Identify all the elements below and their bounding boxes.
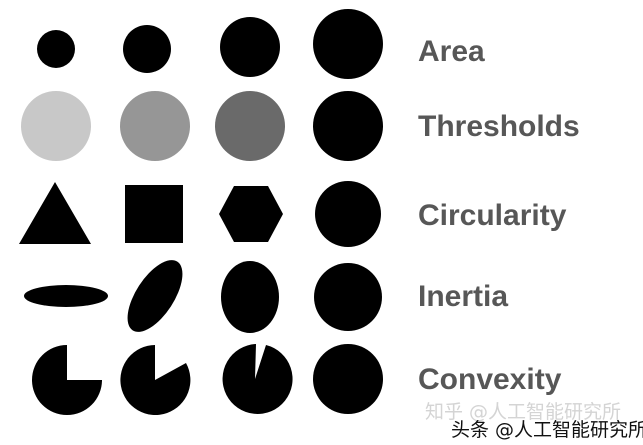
row-circularity <box>19 181 381 247</box>
label-area: Area <box>418 35 485 68</box>
row-thresholds <box>21 91 383 161</box>
label-thresholds: Thresholds <box>418 110 580 143</box>
circularity-square <box>125 185 183 243</box>
area-circle-small <box>37 30 75 68</box>
threshold-circle-mid <box>120 91 190 161</box>
circularity-circle <box>315 181 381 247</box>
inertia-ellipse-tilted <box>127 260 183 332</box>
convexity-pie-wedge-cut <box>120 345 191 415</box>
label-inertia: Inertia <box>418 280 508 313</box>
circularity-triangle <box>19 182 91 244</box>
area-circle-medium <box>123 25 171 73</box>
area-circle-largest <box>313 9 383 79</box>
convexity-circle <box>313 344 383 414</box>
threshold-circle-dark <box>215 91 285 161</box>
watermark-main: 头条 @人工智能研究所 <box>451 419 643 441</box>
inertia-ellipse-round <box>221 261 279 333</box>
threshold-circle-light <box>21 91 91 161</box>
label-circularity: Circularity <box>418 199 567 232</box>
convexity-pie-quarter-cut <box>32 345 102 415</box>
circularity-hexagon <box>219 186 283 242</box>
area-circle-large <box>220 17 280 77</box>
row-area <box>37 9 383 79</box>
row-inertia <box>24 260 382 333</box>
inertia-circle <box>314 263 382 331</box>
label-convexity: Convexity <box>418 363 562 396</box>
watermark-faint: 知乎 @人工智能研究所 <box>425 401 621 423</box>
inertia-ellipse-flat <box>24 285 108 307</box>
row-convexity <box>32 344 383 415</box>
threshold-circle-black <box>313 91 383 161</box>
convexity-pie-sliver-cut <box>222 344 293 414</box>
